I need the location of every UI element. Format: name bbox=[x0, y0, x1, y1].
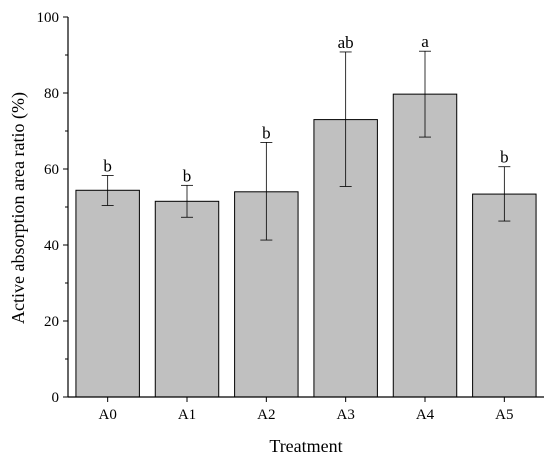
y-tick-label: 60 bbox=[44, 162, 59, 178]
bar-A5 bbox=[472, 193, 537, 398]
significance-label-A2: b bbox=[262, 123, 271, 142]
y-axis-title: Active absorption area ratio (%) bbox=[8, 92, 29, 324]
bar-A0 bbox=[75, 189, 140, 398]
significance-label-A1: b bbox=[183, 166, 192, 185]
error-bar-A5 bbox=[498, 166, 511, 222]
bar-A1 bbox=[154, 200, 220, 398]
y-tick-label: 80 bbox=[44, 86, 59, 102]
significance-label-A5: b bbox=[500, 148, 509, 167]
error-bar-A1 bbox=[181, 184, 193, 218]
x-tick-label-A1: A1 bbox=[178, 407, 196, 423]
significance-label-A0: b bbox=[103, 156, 112, 175]
x-tick-label-A5: A5 bbox=[495, 407, 513, 423]
significance-label-A3: ab bbox=[338, 33, 354, 52]
x-tick-label-A0: A0 bbox=[98, 407, 116, 423]
y-tick-label: 0 bbox=[52, 390, 60, 406]
y-tick-label: 40 bbox=[44, 238, 59, 254]
x-tick-label-A4: A4 bbox=[416, 407, 435, 423]
y-tick-label: 100 bbox=[37, 10, 60, 26]
x-axis-title: Treatment bbox=[269, 436, 342, 456]
error-bar-A2 bbox=[260, 141, 273, 241]
y-axis-ticks: 0 20 40 60 80 100 bbox=[37, 10, 68, 406]
error-bars-layer bbox=[101, 50, 511, 241]
x-tick-label-A2: A2 bbox=[257, 407, 275, 423]
error-bar-A0 bbox=[101, 175, 114, 206]
error-bar-A3 bbox=[339, 51, 352, 187]
x-axis-ticks: A0 A1 A2 A3 A4 A5 bbox=[98, 397, 514, 423]
bars-layer bbox=[75, 93, 537, 398]
x-tick-label-A3: A3 bbox=[336, 407, 354, 423]
y-tick-label: 20 bbox=[44, 314, 59, 330]
error-bar-A4 bbox=[419, 50, 431, 138]
significance-label-A4: a bbox=[421, 32, 429, 51]
bar-A4 bbox=[392, 93, 458, 398]
